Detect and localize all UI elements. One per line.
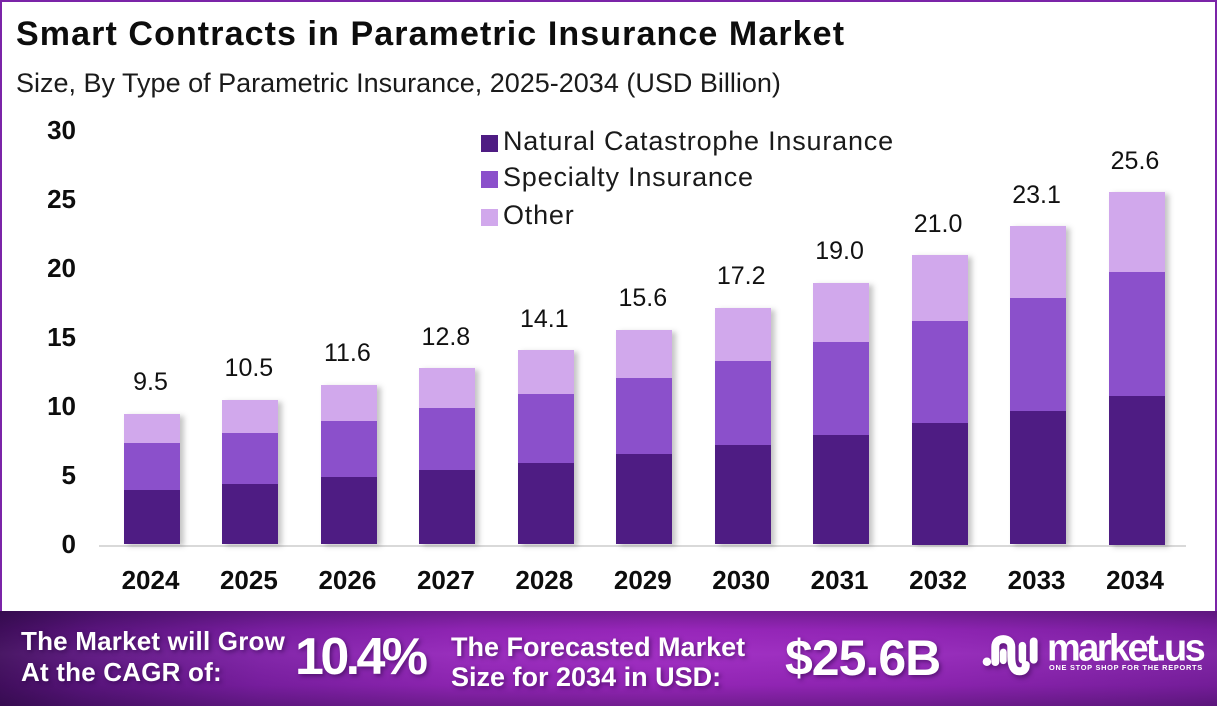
- svg-text:ONE STOP SHOP FOR THE REPORTS: ONE STOP SHOP FOR THE REPORTS: [1049, 663, 1203, 672]
- svg-text:market.us: market.us: [1047, 628, 1205, 670]
